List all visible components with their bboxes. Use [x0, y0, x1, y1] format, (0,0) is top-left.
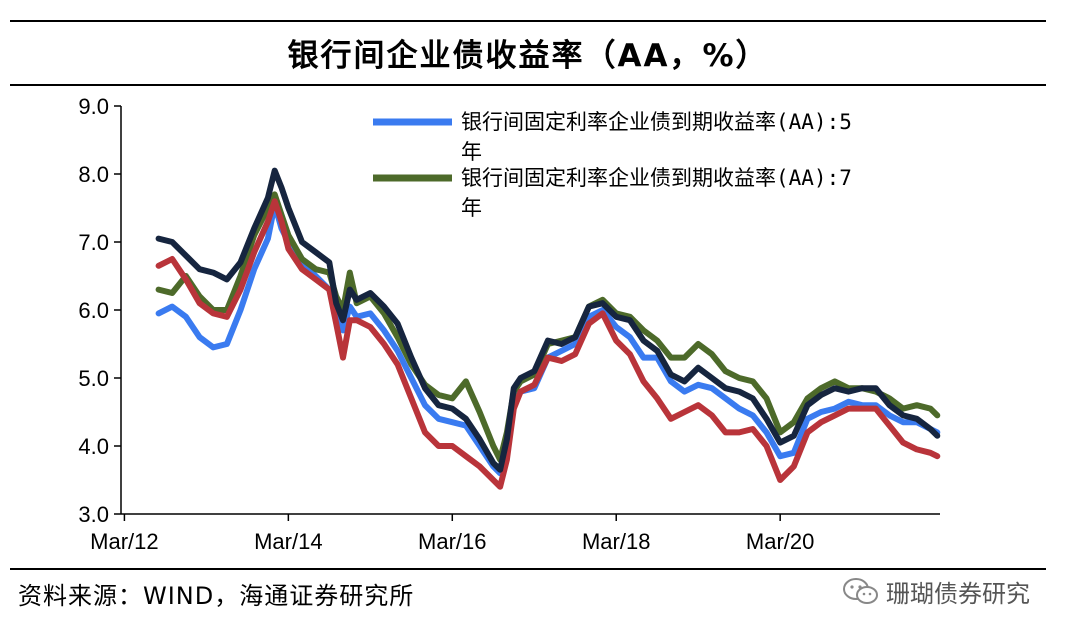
- y-tick-label: 4.0: [78, 434, 109, 459]
- legend-label-2: 银行间固定利率企业债到期收益率(AA):7 年: [461, 166, 852, 220]
- x-tick-label: Mar/14: [254, 529, 322, 554]
- legend-label-1: 银行间固定利率企业债到期收益率(AA):5 年: [461, 110, 852, 164]
- x-tick-label: Mar/20: [746, 529, 814, 554]
- title-rule-bottom: [10, 84, 1046, 86]
- series-line-4: [155, 167, 941, 473]
- watermark: 珊瑚债券研究: [842, 574, 1030, 609]
- wechat-icon: [843, 577, 878, 604]
- series-line-3: [155, 198, 941, 490]
- y-tick-label: 5.0: [78, 366, 109, 391]
- y-tick-label: 6.0: [78, 298, 109, 323]
- source-rule: [10, 568, 1046, 570]
- chart-title: 银行间企业债收益率（AA，%）: [287, 38, 769, 74]
- series-lines: [155, 167, 941, 490]
- source-note: 资料来源：WIND，海通证券研究所: [18, 582, 415, 610]
- y-tick-label: 3.0: [78, 502, 109, 527]
- x-tick-label: Mar/18: [582, 529, 650, 554]
- y-tick-label: 8.0: [78, 162, 109, 187]
- x-tick-label: Mar/16: [418, 529, 486, 554]
- watermark-label: 珊瑚债券研究: [886, 580, 1030, 608]
- chart-legend: 银行间固定利率企业债到期收益率(AA):5 年银行间固定利率企业债到期收益率(AA…: [373, 110, 852, 220]
- title-rule-top: [10, 20, 1046, 22]
- y-tick-label: 9.0: [78, 94, 109, 119]
- x-tick-label: Mar/12: [90, 529, 158, 554]
- y-tick-label: 7.0: [78, 230, 109, 255]
